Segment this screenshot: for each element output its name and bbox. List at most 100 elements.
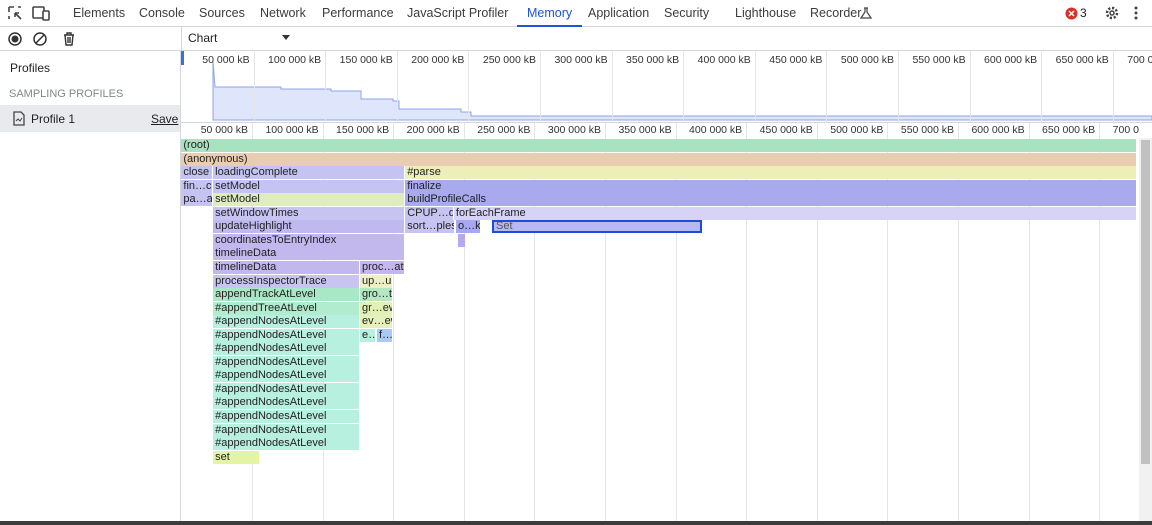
grid-line [1028, 123, 1030, 138]
flame-frame[interactable]: loadingComplete [213, 166, 405, 180]
grid-line [1099, 123, 1101, 138]
profile-row[interactable]: Profile 1 Save [0, 105, 180, 132]
tab[interactable]: Network [260, 6, 306, 20]
flame-frame[interactable]: set [213, 450, 260, 464]
grid-line [463, 138, 465, 521]
flame-frame[interactable]: setModel [213, 179, 405, 193]
flame-frame[interactable]: proc…ata [360, 260, 405, 274]
flame-frame[interactable]: #appendNodesAtLevel [213, 315, 359, 329]
error-count[interactable]: 3 [1080, 6, 1087, 20]
flame-frame[interactable]: buildProfileCalls [405, 193, 1137, 207]
tick-label: 450 000 kB [759, 124, 813, 136]
grid-line [675, 138, 677, 521]
flame-frame[interactable]: #appendNodesAtLevel [213, 369, 359, 383]
view-select[interactable]: Chart [188, 31, 218, 45]
tick-label: 400 000 kB [697, 54, 751, 66]
flame-frame[interactable]: finalize [405, 179, 1137, 193]
grid-line [396, 51, 398, 122]
tab[interactable]: Recorder [810, 6, 862, 20]
settings-icon[interactable] [1104, 5, 1120, 21]
menu-icon[interactable] [1132, 5, 1140, 21]
tab[interactable]: Memory [516, 0, 583, 27]
flame-frame[interactable]: fin…ce [181, 179, 213, 193]
sidebar-title: Profiles [10, 61, 51, 75]
flame-frame[interactable]: Set [492, 220, 703, 234]
flame-frame[interactable]: #parse [405, 166, 1137, 180]
grid-line [393, 138, 395, 521]
grid-line [754, 51, 756, 122]
flame-frame[interactable]: pa…at [181, 193, 213, 207]
flame-frame[interactable]: close [181, 166, 213, 180]
select-arrow[interactable] [282, 35, 291, 41]
flame-frame[interactable]: gro…ts [360, 288, 393, 302]
flame-frame[interactable]: #appendNodesAtLevel [213, 437, 359, 451]
flame-frame[interactable]: up…up [360, 274, 393, 288]
grid-line [958, 138, 959, 521]
flame-frame[interactable]: #appendNodesAtLevel [213, 355, 359, 369]
flame-frame[interactable]: #appendNodesAtLevel [213, 328, 359, 342]
flame-frame[interactable]: (anonymous) [181, 152, 1137, 166]
tab[interactable]: JavaScript Profiler [407, 6, 509, 20]
divider [181, 27, 182, 50]
scrollbar[interactable] [1139, 138, 1152, 521]
grid-line [683, 51, 685, 122]
save-link[interactable]: Save [151, 112, 179, 126]
grid-line [534, 138, 536, 521]
flame-frame[interactable]: e… [360, 328, 376, 342]
flame-frame[interactable]: timelineData [213, 260, 359, 274]
flame-frame[interactable]: CPUP…del [405, 206, 453, 220]
tick-label: 100 000 kB [268, 54, 322, 66]
flame-frame[interactable]: #appendNodesAtLevel [213, 342, 359, 356]
inspect-icon[interactable] [7, 5, 23, 21]
flame-frame[interactable]: (root) [181, 139, 1137, 152]
grid-line [816, 123, 818, 138]
grid-line [468, 51, 470, 122]
tab[interactable]: Performance [322, 6, 394, 20]
device-icon[interactable] [32, 5, 50, 21]
grid-line [1099, 138, 1101, 521]
grid-line [611, 51, 613, 122]
flame-frame[interactable]: timelineData [213, 247, 405, 261]
flame-frame[interactable]: coordinatesToEntryIndex [213, 233, 405, 247]
grid-line [746, 123, 748, 138]
flame-frame[interactable]: updateHighlight [213, 220, 405, 234]
error-icon[interactable] [1065, 7, 1078, 20]
tick-label: 300 000 kB [554, 54, 608, 66]
profile-name[interactable]: Profile 1 [31, 112, 76, 126]
flame-frame[interactable]: gr…ew [360, 301, 393, 315]
flame-frame[interactable]: #appendNodesAtLevel [213, 423, 359, 437]
flame-frame[interactable]: #appendNodesAtLevel [213, 410, 359, 423]
tick-label: 200 000 kB [406, 124, 460, 136]
tab[interactable]: Security [664, 6, 710, 20]
flame-frame[interactable]: setModel [213, 193, 405, 207]
grid-line [393, 123, 395, 138]
tick-label: 500 000 kB [840, 54, 894, 66]
grid-line [322, 123, 324, 138]
delete-button[interactable] [62, 31, 76, 47]
flame-frame[interactable]: f…r [376, 328, 393, 342]
tick-label: 350 000 kB [626, 54, 680, 66]
flame-frame[interactable]: setWindowTimes [213, 206, 405, 220]
flame-frame[interactable] [458, 233, 465, 247]
tab[interactable]: Lighthouse [735, 6, 797, 20]
tab[interactable]: Elements [73, 6, 126, 20]
flame-frame[interactable]: appendTrackAtLevel [213, 288, 359, 302]
flame-frame[interactable]: #appendTreeAtLevel [213, 301, 359, 315]
flame-frame[interactable]: ev…ew [360, 315, 393, 329]
tab[interactable]: Sources [199, 6, 245, 20]
flame-frame[interactable]: forEachFrame [453, 206, 1137, 220]
flame-frame[interactable]: sort…ples [405, 220, 455, 234]
flame-frame[interactable]: processInspectorTrace [213, 274, 359, 288]
flame-frame[interactable]: #appendNodesAtLevel [213, 382, 359, 396]
flame-frame[interactable]: #appendNodesAtLevel [213, 396, 359, 410]
grid-line [898, 51, 899, 122]
flame-frame[interactable]: o…k [456, 220, 480, 234]
scroll-thumb[interactable] [1141, 140, 1150, 464]
tick-label: 650 000 kB [1042, 124, 1096, 136]
record-button[interactable] [7, 31, 23, 47]
clear-button[interactable] [32, 31, 48, 47]
tab[interactable]: Application [588, 6, 650, 20]
tab[interactable]: Console [139, 6, 185, 20]
